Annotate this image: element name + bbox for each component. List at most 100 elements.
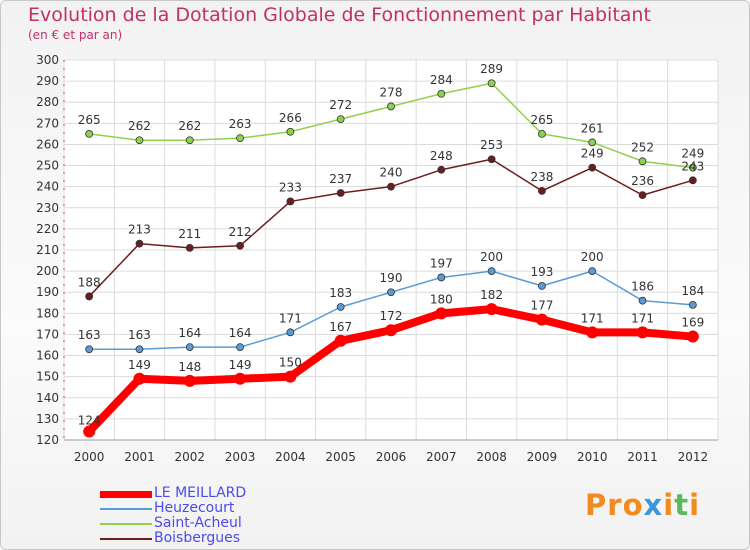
x-tick-label: 2012 — [678, 450, 709, 464]
data-point — [135, 345, 144, 354]
data-point — [437, 165, 446, 174]
chart-subtitle: (en € et par an) — [28, 28, 123, 42]
x-tick-label: 2008 — [476, 450, 507, 464]
y-tick-label: 130 — [36, 412, 59, 426]
data-point — [336, 189, 345, 197]
data-point — [686, 330, 699, 343]
data-label: 212 — [229, 225, 252, 239]
data-point — [336, 115, 345, 124]
data-point — [183, 374, 196, 387]
data-point — [286, 127, 295, 136]
x-tick-label: 2006 — [376, 450, 407, 464]
legend-swatch — [100, 538, 152, 540]
data-point — [286, 197, 295, 206]
data-point — [387, 102, 395, 111]
data-point — [135, 136, 144, 145]
y-tick-label: 170 — [36, 327, 59, 341]
data-point — [688, 176, 697, 185]
y-tick-label: 300 — [36, 53, 59, 67]
data-point — [435, 307, 448, 320]
y-tick-label: 160 — [36, 349, 59, 363]
y-tick-label: 210 — [36, 243, 59, 257]
data-label: 240 — [380, 166, 403, 180]
data-point — [588, 163, 597, 172]
data-label: 200 — [480, 250, 503, 264]
y-tick-label: 230 — [36, 201, 59, 215]
data-point — [234, 372, 247, 385]
data-point — [487, 155, 496, 164]
data-label: 284 — [430, 73, 453, 87]
data-point — [286, 328, 295, 337]
data-point — [586, 326, 599, 339]
data-point — [688, 300, 697, 309]
data-label: 262 — [128, 119, 151, 133]
y-tick-label: 150 — [36, 370, 59, 384]
logo-letter: i — [663, 488, 675, 522]
data-label: 265 — [530, 113, 553, 127]
logo-letter: P — [585, 488, 608, 522]
data-label: 163 — [128, 328, 151, 342]
data-label: 237 — [329, 172, 352, 186]
data-point — [538, 129, 546, 138]
data-label: 171 — [631, 311, 654, 325]
legend-swatch — [100, 508, 152, 510]
data-point — [588, 138, 597, 147]
x-tick-label: 2010 — [577, 450, 608, 464]
data-point — [638, 296, 647, 305]
x-tick-label: 2002 — [174, 450, 205, 464]
x-tick-label: 2003 — [225, 450, 256, 464]
y-tick-label: 140 — [36, 391, 59, 405]
y-tick-label: 200 — [36, 264, 59, 278]
data-label: 171 — [279, 311, 302, 325]
data-point — [236, 241, 244, 250]
y-tick-label: 250 — [36, 159, 59, 173]
data-label: 124 — [78, 414, 101, 428]
data-point — [236, 134, 244, 143]
data-label: 171 — [581, 311, 604, 325]
data-label: 272 — [329, 98, 352, 112]
data-label: 233 — [279, 180, 302, 194]
y-tick-label: 260 — [36, 137, 59, 151]
logo-letter: o — [622, 488, 644, 522]
y-tick-label: 190 — [36, 285, 59, 299]
data-point — [387, 288, 395, 297]
y-tick-label: 180 — [36, 306, 59, 320]
x-tick-label: 2001 — [124, 450, 155, 464]
data-label: 238 — [530, 170, 553, 184]
data-label: 190 — [380, 271, 403, 285]
data-label: 182 — [480, 288, 503, 302]
data-point — [135, 239, 144, 248]
data-point — [538, 186, 546, 195]
y-tick-label: 280 — [36, 95, 59, 109]
data-point — [437, 273, 446, 282]
data-label: 200 — [581, 250, 604, 264]
data-label: 249 — [581, 147, 604, 161]
data-label: 149 — [128, 358, 151, 372]
data-label: 167 — [329, 320, 352, 334]
data-point — [83, 425, 96, 438]
data-point — [185, 243, 194, 252]
data-point — [638, 191, 647, 200]
data-point — [638, 157, 647, 166]
data-point — [85, 129, 94, 138]
data-label: 163 — [78, 328, 101, 342]
data-label: 263 — [229, 117, 252, 131]
x-tick-label: 2009 — [527, 450, 558, 464]
data-label: 252 — [631, 140, 654, 154]
legend-label: Heuzecourt — [154, 500, 235, 516]
logo-letter: r — [607, 488, 623, 522]
x-tick-label: 2004 — [275, 450, 306, 464]
data-label: 213 — [128, 223, 151, 237]
data-label: 253 — [480, 138, 503, 152]
data-point — [385, 324, 397, 337]
data-point — [485, 303, 498, 316]
data-label: 164 — [178, 326, 201, 340]
data-label: 248 — [430, 149, 453, 163]
legend-label: Boisbergues — [154, 530, 241, 546]
data-label: 289 — [480, 62, 503, 76]
proxiti-logo: Proxiti — [585, 488, 700, 522]
logo-letter: t — [674, 488, 690, 522]
data-label: 149 — [229, 358, 252, 372]
data-point — [334, 334, 347, 347]
